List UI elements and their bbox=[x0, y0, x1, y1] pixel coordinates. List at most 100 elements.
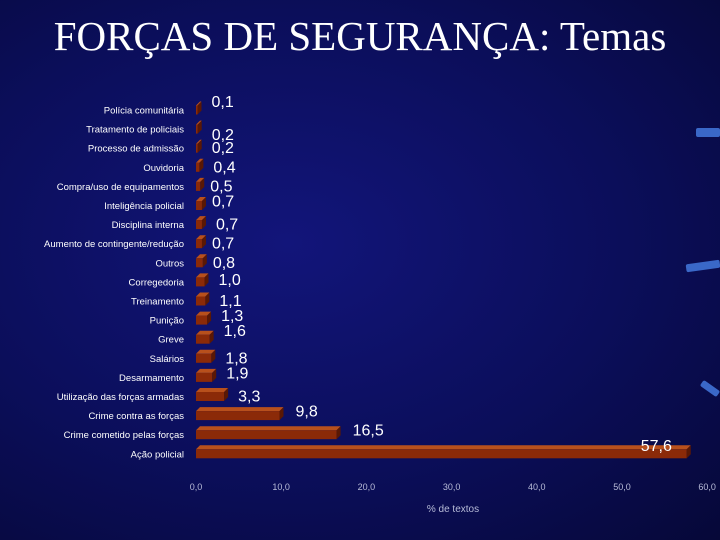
x-tick-label: 30,0 bbox=[443, 482, 461, 492]
bar-top bbox=[196, 330, 214, 335]
value-label: 1,3 bbox=[221, 308, 243, 325]
bar-top bbox=[196, 216, 206, 221]
bar bbox=[196, 392, 225, 401]
category-label: Crime cometido pelas forças bbox=[64, 430, 185, 441]
value-label: 16,5 bbox=[353, 423, 384, 440]
value-label: 9,8 bbox=[295, 404, 317, 421]
x-tick-label: 20,0 bbox=[358, 482, 376, 492]
category-label: Outros bbox=[155, 258, 184, 269]
bar-top bbox=[196, 101, 202, 106]
bar-side bbox=[212, 368, 217, 382]
bar-side bbox=[686, 445, 691, 459]
bar bbox=[196, 258, 203, 268]
value-label: 0,7 bbox=[212, 194, 234, 211]
x-tick-label: 10,0 bbox=[272, 482, 290, 492]
bar-side bbox=[201, 235, 206, 249]
bar-side bbox=[224, 388, 229, 401]
bar-top bbox=[196, 292, 210, 297]
bar-top bbox=[196, 139, 202, 144]
bar-top bbox=[196, 235, 206, 240]
bar-top bbox=[196, 368, 217, 373]
bar-side bbox=[204, 273, 209, 287]
value-label: 1,6 bbox=[224, 323, 246, 340]
value-label: 57,6 bbox=[641, 438, 672, 455]
bar bbox=[196, 315, 208, 325]
value-label: 3,3 bbox=[238, 389, 260, 406]
bar-top bbox=[196, 311, 212, 316]
bar-top bbox=[196, 426, 341, 431]
x-tick-label: 40,0 bbox=[528, 482, 546, 492]
bar-top bbox=[196, 349, 216, 354]
bar-side bbox=[202, 254, 207, 268]
bar-top bbox=[196, 445, 691, 450]
category-label: Ação policial bbox=[131, 449, 184, 460]
category-label: Greve bbox=[158, 335, 184, 346]
bar-side bbox=[199, 158, 204, 172]
x-axis-label: % de textos bbox=[427, 504, 479, 515]
bar bbox=[196, 181, 201, 191]
bar-side bbox=[205, 292, 210, 306]
category-label: Treinamento bbox=[131, 297, 184, 308]
bar-side bbox=[200, 177, 205, 191]
value-label: 1,0 bbox=[219, 272, 241, 289]
bar bbox=[196, 353, 212, 363]
bars-group bbox=[196, 101, 691, 459]
value-label: 0,8 bbox=[213, 255, 235, 272]
bar-side bbox=[201, 197, 206, 210]
category-label: Punição bbox=[150, 316, 184, 327]
category-label: Aumento de contingente/redução bbox=[44, 239, 184, 250]
bar-side bbox=[211, 349, 216, 363]
category-label: Polícia comunitária bbox=[104, 106, 185, 117]
category-label: Tratamento de policiais bbox=[86, 125, 184, 136]
value-labels-group: 0,10,20,20,40,50,70,70,70,81,01,11,31,61… bbox=[210, 94, 672, 455]
value-label: 0,7 bbox=[216, 217, 238, 234]
value-label: 0,7 bbox=[212, 236, 234, 253]
bar-top bbox=[196, 273, 209, 278]
decorative-stripe bbox=[696, 128, 720, 137]
bar-side bbox=[201, 216, 206, 230]
value-label: 0,4 bbox=[213, 159, 235, 176]
bar-top bbox=[196, 254, 207, 259]
bar-side bbox=[197, 139, 202, 153]
bar bbox=[196, 124, 198, 134]
bar-side bbox=[197, 120, 202, 134]
bar bbox=[196, 277, 205, 287]
value-label: 0,1 bbox=[212, 94, 234, 111]
bar-top bbox=[196, 388, 229, 392]
bar bbox=[196, 334, 210, 344]
bar-side bbox=[279, 407, 284, 421]
category-label: Ouvidoria bbox=[143, 163, 184, 174]
bar bbox=[196, 449, 687, 459]
bar-top bbox=[196, 407, 284, 412]
value-label: 0,2 bbox=[212, 127, 234, 144]
bar bbox=[196, 411, 280, 421]
bar-top bbox=[196, 120, 202, 125]
bar bbox=[196, 372, 213, 382]
category-label: Desarmamento bbox=[119, 373, 184, 384]
category-labels-group: Polícia comunitária Tratamento de policia… bbox=[44, 106, 185, 461]
category-label: Corregedoria bbox=[129, 277, 185, 288]
value-label: 0,2 bbox=[212, 140, 234, 157]
category-label: Crime contra as forças bbox=[88, 411, 184, 422]
x-ticks-group: 0,0 10,0 20,0 30,0 40,0 50,0 60,0 bbox=[190, 482, 716, 492]
bar bbox=[196, 105, 198, 115]
bar-top bbox=[196, 158, 204, 163]
value-label: 0,5 bbox=[210, 178, 232, 195]
bar bbox=[196, 430, 337, 440]
category-label: Salários bbox=[150, 354, 185, 365]
category-label: Compra/uso de equipamentos bbox=[57, 182, 185, 193]
bar-side bbox=[336, 426, 341, 440]
value-label: 1,1 bbox=[219, 293, 241, 310]
bar bbox=[196, 239, 202, 249]
bar bbox=[196, 143, 198, 153]
category-label: Processo de admissão bbox=[88, 144, 184, 155]
bar bbox=[196, 201, 202, 210]
bar bbox=[196, 162, 200, 172]
x-tick-label: 60,0 bbox=[698, 482, 716, 492]
category-label: Utilização das forças armadas bbox=[57, 392, 184, 403]
x-tick-label: 0,0 bbox=[190, 482, 203, 492]
value-label: 1,9 bbox=[226, 365, 248, 382]
bar bbox=[196, 220, 202, 230]
x-tick-label: 50,0 bbox=[613, 482, 631, 492]
category-label: Disciplina interna bbox=[112, 220, 185, 231]
